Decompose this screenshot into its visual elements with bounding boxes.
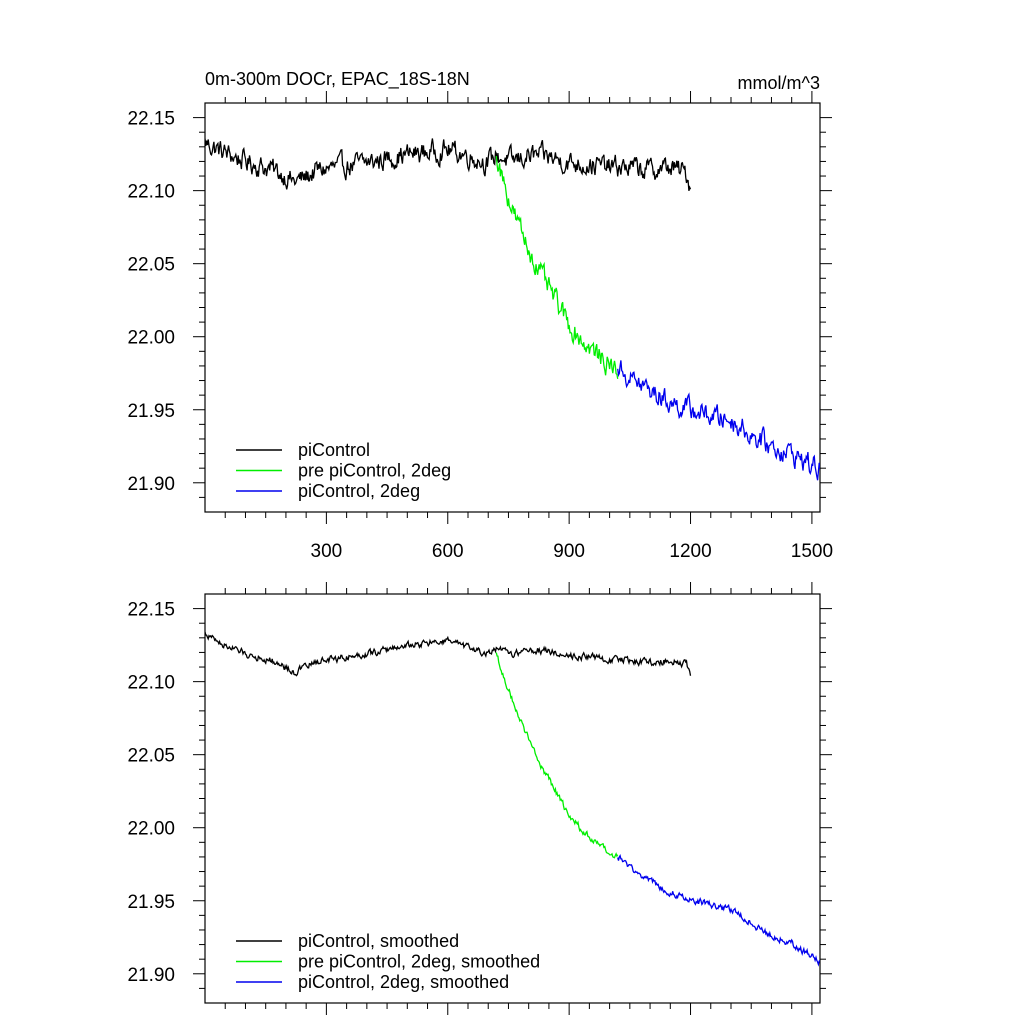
series-line-3 bbox=[617, 854, 820, 967]
y-tick-label: 22.05 bbox=[127, 746, 175, 767]
y-tick-label: 22.15 bbox=[127, 600, 175, 621]
legend-entry: piControl, 2deg, smoothed bbox=[298, 972, 509, 992]
legend-entry: piControl, 2deg bbox=[298, 481, 420, 501]
legend-entry: piControl bbox=[298, 440, 370, 460]
x-tick-label: 1500 bbox=[791, 541, 833, 562]
y-tick-label: 22.10 bbox=[127, 673, 175, 694]
series-line-2 bbox=[495, 156, 619, 380]
y-tick-label: 21.95 bbox=[127, 892, 175, 913]
y-tick-label: 22.00 bbox=[127, 819, 175, 840]
top-panel: 0m-300m DOCr, EPAC_18S-18N mmol/m^3 300 600… bbox=[127, 69, 833, 562]
legend-entry: pre piControl, 2deg bbox=[298, 461, 451, 481]
y-tick-label: 21.95 bbox=[127, 401, 175, 422]
chart-title: 0m-300m DOCr, EPAC_18S-18N bbox=[205, 69, 470, 90]
units-label: mmol/m^3 bbox=[738, 73, 820, 93]
legend-entry: piControl, smoothed bbox=[298, 931, 459, 951]
series-line-1 bbox=[205, 631, 692, 677]
y-tick-label: 21.90 bbox=[127, 474, 175, 495]
legend-entry: pre piControl, 2deg, smoothed bbox=[298, 952, 540, 972]
bottom-panel: 21.90 21.95 22.00 22.05 22.10 22.15 piControl,… bbox=[127, 582, 832, 1015]
series-line-2 bbox=[495, 652, 619, 859]
series-line-3 bbox=[617, 360, 820, 481]
x-tick-label: 1200 bbox=[669, 541, 711, 562]
x-tick-label: 600 bbox=[432, 541, 464, 562]
series-line-1 bbox=[205, 138, 692, 191]
y-tick-label: 21.90 bbox=[127, 965, 175, 986]
y-tick-label: 22.10 bbox=[127, 182, 175, 203]
y-tick-label: 22.15 bbox=[127, 109, 175, 130]
x-tick-label: 300 bbox=[311, 541, 343, 562]
x-tick-label: 900 bbox=[553, 541, 585, 562]
y-tick-label: 22.00 bbox=[127, 328, 175, 349]
y-tick-label: 22.05 bbox=[127, 255, 175, 276]
